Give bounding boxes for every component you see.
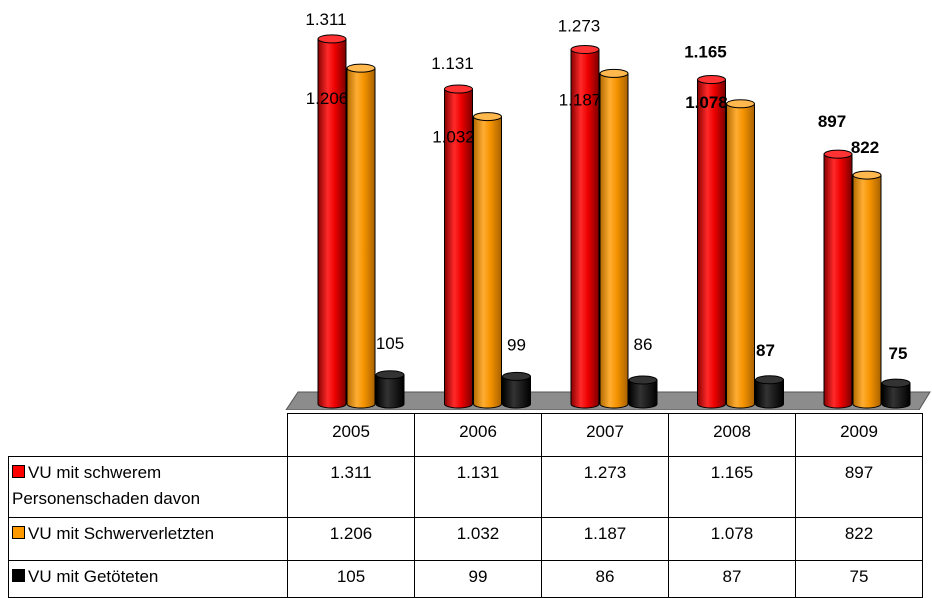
bar-cap [347, 64, 375, 72]
legend-label-line2: Personenschaden davon [12, 489, 200, 508]
bar-chart: 1.311 1.206 105 1.131 1.032 99 1.273 1.187 86 1.1… [0, 0, 932, 410]
table-cell: 1.165 [669, 457, 796, 518]
bar-cap [824, 150, 852, 158]
bar [474, 113, 502, 408]
bar [727, 100, 755, 408]
bar-cap [571, 45, 599, 53]
table-cell: 1.187 [542, 518, 669, 561]
legend-entry-schwerem-personenschaden: VU mit schwerem Personenschaden davon [9, 457, 288, 518]
bar-cap [600, 69, 628, 77]
data-label: 99 [507, 335, 526, 354]
bar [503, 372, 531, 408]
bar-cap [503, 372, 531, 380]
data-label: 105 [376, 334, 404, 353]
legend-swatch-orange [12, 526, 25, 539]
year-header: 2009 [796, 414, 923, 457]
data-label: 1.187 [559, 90, 602, 109]
table-cell: 1.078 [669, 518, 796, 561]
legend-swatch-red [12, 465, 25, 478]
table-cell: 1.206 [288, 518, 415, 561]
bar [347, 64, 375, 408]
bar-body [727, 104, 755, 408]
bar-cap [474, 113, 502, 121]
data-label: 1.078 [685, 93, 728, 112]
bar-body [347, 68, 375, 408]
bar [629, 376, 657, 408]
data-label: 75 [889, 344, 908, 363]
year-header: 2006 [415, 414, 542, 457]
bar-cap [882, 379, 910, 387]
bar-cap [629, 376, 657, 384]
legend-label-line1: VU mit schwerem [28, 463, 161, 482]
data-label: 1.165 [684, 43, 727, 62]
table-cell: 822 [796, 518, 923, 561]
legend-entry-schwerverletzten: VU mit Schwerverletzten [9, 518, 288, 561]
bar-body [824, 154, 852, 408]
bar-cap [756, 376, 784, 384]
table-cell: 897 [796, 457, 923, 518]
legend-label: VU mit Schwerverletzten [28, 524, 214, 543]
bar-body [503, 376, 531, 408]
data-label: 1.206 [306, 89, 349, 108]
year-header: 2007 [542, 414, 669, 457]
bar-cap [445, 85, 473, 93]
table-row-schwerverletzten: VU mit Schwerverletzten 1.206 1.032 1.18… [9, 518, 923, 561]
bar [882, 379, 910, 408]
table-row-schwerem-personenschaden: VU mit schwerem Personenschaden davon 1.3… [9, 457, 923, 518]
data-label: 1.273 [558, 16, 601, 35]
bar-cap [376, 371, 404, 379]
data-label: 822 [851, 138, 879, 157]
bar-cap [853, 171, 881, 179]
bar [600, 69, 628, 408]
bar-body [853, 175, 881, 408]
year-header: 2008 [669, 414, 796, 457]
bar-cap [318, 35, 346, 43]
bar [376, 371, 404, 408]
bar [698, 76, 726, 408]
bar [824, 150, 852, 408]
data-label: 87 [756, 341, 775, 360]
bar-body [474, 117, 502, 408]
bar [853, 171, 881, 408]
table-header-row: 2005 2006 2007 2008 2009 [9, 414, 923, 457]
data-table: 2005 2006 2007 2008 2009 VU mit schwerem… [8, 413, 923, 598]
year-header: 2005 [288, 414, 415, 457]
legend-label: VU mit Getöteten [28, 567, 158, 586]
data-label: 1.311 [305, 10, 346, 29]
data-label: 1.032 [432, 128, 475, 147]
bar-cap [698, 76, 726, 84]
table-cell: 1.311 [288, 457, 415, 518]
legend-swatch-black [12, 569, 25, 582]
table-cell: 1.273 [542, 457, 669, 518]
data-label: 897 [818, 112, 846, 131]
bar-cap [727, 100, 755, 108]
bar-body [376, 375, 404, 408]
data-label: 86 [634, 335, 653, 354]
table-corner [9, 414, 288, 457]
table-cell: 1.032 [415, 518, 542, 561]
data-label: 1.131 [431, 54, 474, 73]
table-cell: 1.131 [415, 457, 542, 518]
bar [756, 376, 784, 408]
bar-body [698, 80, 726, 408]
bar-body [600, 73, 628, 408]
